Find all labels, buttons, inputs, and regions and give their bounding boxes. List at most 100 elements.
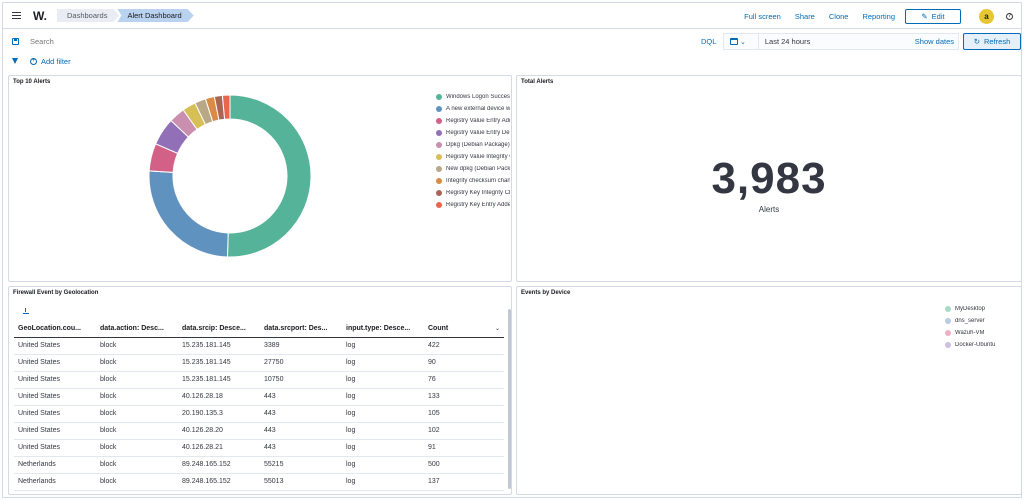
breadcrumb-dashboards[interactable]: Dashboards [57, 9, 119, 22]
device-legend-item[interactable]: Docker-Ubuntu [945, 339, 1021, 351]
table-row: Netherlands block 89.248.165.152 55215 log 50… [14, 456, 504, 474]
show-dates-link[interactable]: Show dates [914, 37, 954, 46]
column-header[interactable]: data.srcport: Des... [260, 320, 342, 338]
table-cell: block [96, 439, 178, 457]
add-filter-button[interactable]: + Add filter [30, 57, 71, 66]
query-language-toggle[interactable]: DQL [701, 37, 717, 46]
device-legend-item[interactable]: Wazuh-VM [945, 327, 1021, 339]
scrollbar[interactable] [508, 309, 511, 489]
device-legend-item[interactable]: dns_server [945, 315, 1021, 327]
avatar[interactable]: a [979, 9, 994, 24]
table-cell: block [96, 473, 178, 491]
table-cell: United States [14, 422, 96, 440]
filter-bar: + Add filter [3, 53, 1021, 69]
table-cell: 55215 [260, 456, 342, 474]
top-alerts-legend-item[interactable]: Windows Logon Success [436, 91, 511, 103]
legend-label: New dpkg (Debian Package) requested [446, 166, 510, 172]
table-cell: 15.235.181.145 [178, 371, 260, 389]
column-header[interactable]: GeoLocation.cou... [14, 320, 96, 338]
table-header-row: GeoLocation.cou... data.action: Desc... da… [14, 320, 504, 338]
table-cell: block [96, 371, 178, 389]
legend-color-icon [945, 318, 951, 324]
legend-color-icon [945, 330, 951, 336]
table-cell: block [96, 456, 178, 474]
legend-label: Windows Logon Success [446, 94, 510, 100]
filter-icon[interactable] [12, 58, 18, 64]
column-header[interactable]: data.srcip: Desce... [178, 320, 260, 338]
date-range-label[interactable]: Last 24 hours [757, 34, 810, 49]
legend-color-icon [436, 154, 442, 160]
total-alerts-label: Alerts [758, 205, 780, 214]
full-screen-link[interactable]: Full screen [744, 11, 781, 21]
edit-button[interactable]: ✎ Edit [905, 8, 961, 24]
legend-color-icon [436, 94, 442, 100]
top-alerts-legend-item[interactable]: Registry Value Entry Deleted [436, 127, 511, 139]
legend-color-icon [945, 342, 951, 348]
top-alerts-slice-1[interactable] [148, 170, 229, 258]
table-cell: 422 [424, 337, 504, 355]
breadcrumb-alert-dashboard: Alert Dashboard [117, 9, 193, 22]
table-cell: block [96, 337, 178, 355]
firewall-panel: Firewall Event by Geolocation GeoLocatio… [8, 286, 512, 495]
table-cell: 15.235.181.145 [178, 337, 260, 355]
download-icon[interactable] [23, 308, 29, 314]
top-header: W. Dashboards Alert Dashboard Full scree… [3, 3, 1021, 29]
table-cell: log [342, 354, 424, 372]
chevron-down-icon[interactable]: ⌄ [494, 325, 500, 332]
table-cell: 15.235.181.145 [178, 354, 260, 372]
table-cell: Netherlands [14, 456, 96, 474]
table-cell: 500 [424, 456, 504, 474]
top-alerts-legend-item[interactable]: A new external device was recognized [436, 103, 511, 115]
top-alerts-legend-item[interactable]: Dpkg (Debian Package) installed [436, 139, 511, 151]
table-cell: 137 [424, 473, 504, 491]
panel-title: Top 10 Alerts [13, 79, 51, 85]
clone-link[interactable]: Clone [828, 11, 849, 21]
legend-label: Registry Value Entry Added [446, 118, 510, 124]
table-cell: United States [14, 354, 96, 372]
top-alerts-slice-9[interactable] [221, 94, 231, 120]
column-header-label: data.srcip: Desce... [182, 324, 246, 332]
refresh-button[interactable]: ↻ Refresh [963, 33, 1021, 50]
table-row: United States block 40.126.28.18 443 log 133 [14, 388, 504, 406]
table-cell: Netherlands [14, 473, 96, 491]
top-alerts-slice-0[interactable] [226, 94, 312, 258]
legend-color-icon [945, 306, 951, 312]
menu-icon[interactable] [5, 3, 27, 29]
share-link[interactable]: Share [794, 11, 815, 21]
app-logo[interactable]: W. [33, 8, 47, 23]
legend-color-icon [436, 130, 442, 136]
table-cell: 20.190.135.3 [178, 405, 260, 423]
table-row: United States block 15.235.181.145 27750 log… [14, 354, 504, 372]
reporting-link[interactable]: Reporting [862, 11, 895, 21]
pencil-icon: ✎ [921, 11, 928, 21]
column-header[interactable]: data.action: Desc... [96, 320, 178, 338]
chevron-down-icon[interactable]: ⌄ [740, 38, 746, 46]
table-body: United States block 15.235.181.145 3389 log 4… [14, 337, 504, 491]
top-alerts-legend-item[interactable]: Registry Key Entry Added [436, 199, 511, 211]
date-picker[interactable]: ⌄ Last 24 hours Show dates [723, 33, 959, 50]
device-legend-item[interactable]: MyDesktop [945, 303, 1021, 315]
table-cell: log [342, 371, 424, 389]
legend-label: Dpkg (Debian Package) installed [446, 142, 510, 148]
table-cell: 443 [260, 388, 342, 406]
column-header[interactable]: Count ⌄ [424, 320, 504, 338]
table-cell: 89.248.165.152 [178, 456, 260, 474]
help-icon[interactable]: ? [1006, 13, 1013, 20]
table-cell: log [342, 422, 424, 440]
table-cell: 89.248.165.152 [178, 473, 260, 491]
legend-color-icon [436, 190, 442, 196]
column-header[interactable]: input.type: Desce... [342, 320, 424, 338]
table-cell: log [342, 473, 424, 491]
table-cell: log [342, 456, 424, 474]
table-row: United States block 15.235.181.145 10750 log… [14, 371, 504, 389]
search-input[interactable] [25, 33, 720, 50]
calendar-icon[interactable] [730, 38, 738, 45]
top-alerts-legend-item[interactable]: Integrity checksum changed [436, 175, 511, 187]
saved-query-icon[interactable] [12, 37, 19, 45]
legend-label: Registry Key Entry Added [446, 202, 510, 208]
top-alerts-legend-item[interactable]: Registry Value Entry Added [436, 115, 511, 127]
table-cell: block [96, 422, 178, 440]
top-alerts-legend-item[interactable]: Registry Value Integrity Checksum Change… [436, 151, 511, 163]
top-alerts-legend-item[interactable]: Registry Key Integrity Checksum Changed [436, 187, 511, 199]
top-alerts-legend-item[interactable]: New dpkg (Debian Package) requested [436, 163, 511, 175]
